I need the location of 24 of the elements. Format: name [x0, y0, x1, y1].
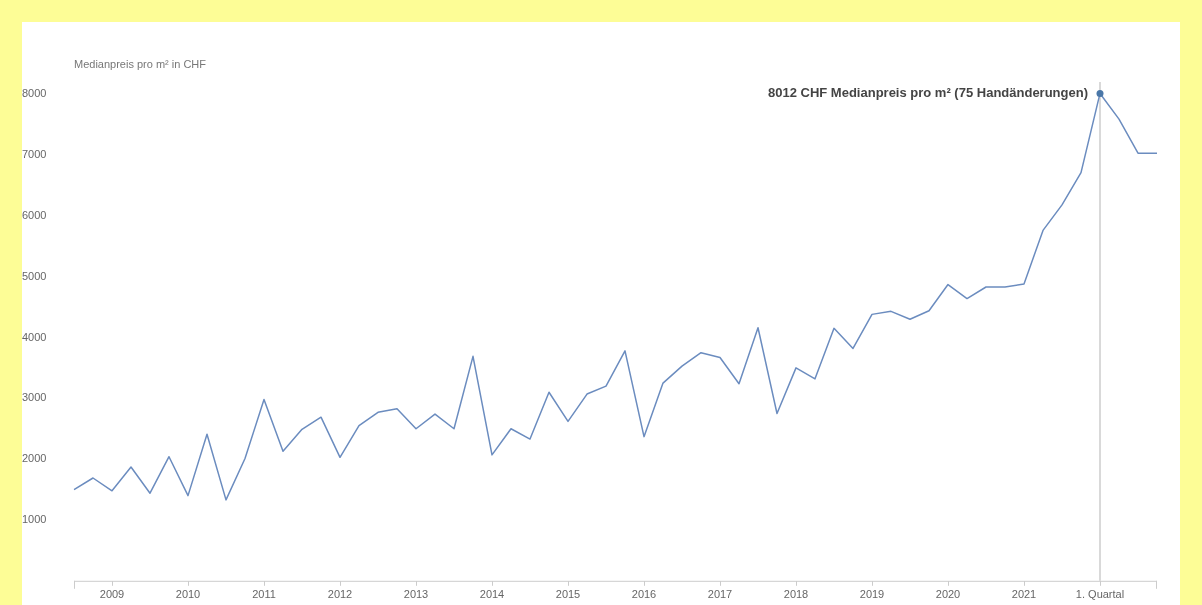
y-tick-label: 8000 [22, 87, 47, 100]
y-tick-label: 2000 [22, 452, 47, 465]
x-tick-label: 2010 [175, 588, 201, 601]
x-tick-label: 2018 [783, 588, 809, 601]
x-tick-label: 2019 [859, 588, 885, 601]
y-tick-label: 4000 [22, 330, 47, 343]
y-tick-label: 3000 [22, 391, 47, 404]
y-tick-label: 6000 [22, 208, 47, 221]
x-tick-label: 2009 [99, 588, 125, 601]
x-tick-label: 2014 [479, 588, 505, 601]
y-axis-title: Medianpreis pro m² in CHF [74, 58, 207, 70]
x-tick-label: 1. Quartal [1075, 588, 1125, 601]
annotation: 8012 CHF Medianpreis pro m² (75 Handänderungen) [767, 85, 1088, 101]
x-tick-label: 2016 [631, 588, 657, 601]
x-tick-label: 2020 [935, 588, 961, 601]
x-tick-label: 2013 [403, 588, 429, 601]
x-tick-label: 2017 [707, 588, 733, 601]
x-tick-label: 2021 [1011, 588, 1037, 601]
y-tick-label: 5000 [22, 269, 47, 282]
y-tick-label: 7000 [22, 148, 47, 161]
x-tick-label: 2012 [327, 588, 353, 601]
x-tick-label: 2015 [555, 588, 581, 601]
x-tick-label: 2011 [252, 588, 276, 601]
y-tick-label: 1000 [22, 513, 47, 525]
